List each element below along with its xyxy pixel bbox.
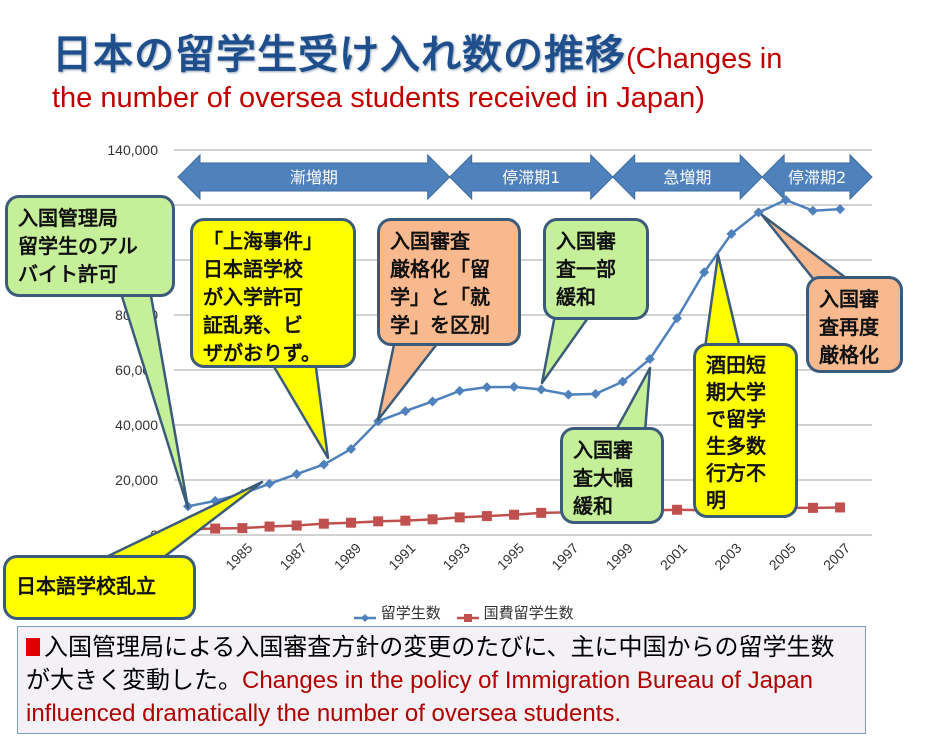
- callout-pointer: [376, 338, 442, 422]
- data-point: [617, 376, 628, 387]
- callout-arbeit-permit: 入国管理局 留学生のアル バイト許可: [5, 195, 175, 297]
- x-tick-label: 1997: [548, 540, 581, 573]
- data-point: [210, 523, 221, 534]
- data-point: [264, 478, 275, 489]
- data-point: [780, 195, 791, 206]
- legend-label-students: 留学生数: [380, 604, 441, 622]
- data-point: [699, 267, 710, 278]
- title-jp: 日本の留学生受け入れ数の推移: [52, 32, 626, 78]
- x-tick-label: 1999: [603, 540, 636, 573]
- data-point: [454, 512, 465, 523]
- data-point: [590, 388, 601, 399]
- x-tick-label: 2001: [657, 540, 690, 573]
- data-point: [509, 509, 520, 520]
- data-point: [807, 205, 818, 216]
- footer-note: 入国管理局による入国審査方針の変更のたびに、主に中国からの留学生数が大きく変動し…: [17, 626, 866, 734]
- callout-pointer: [268, 358, 330, 460]
- data-point: [291, 520, 302, 531]
- x-tick-label: 2007: [820, 540, 853, 573]
- legend-swatch-blue: [354, 609, 376, 622]
- callout-sakata-college: 酒田短 期大学 で留学 生多数 行方不 明: [693, 343, 798, 518]
- title-en-1: (Changes in: [626, 43, 783, 75]
- x-tick-label: 1985: [222, 540, 255, 573]
- data-point: [373, 416, 384, 427]
- period-arrow: [761, 153, 873, 201]
- callout-restrict-again: 入国審 査再度 厳格化: [806, 276, 903, 373]
- data-point: [835, 502, 846, 513]
- period-label: 停滞期1: [502, 168, 560, 187]
- data-point: [644, 353, 655, 364]
- callout-pointer: [703, 253, 742, 350]
- data-point: [237, 523, 248, 534]
- data-point: [563, 389, 574, 400]
- y-tick-label: 40,000: [115, 417, 158, 433]
- period-label: 停滞期2: [788, 168, 846, 187]
- legend-label-gov: 国費留学生数: [483, 604, 574, 622]
- data-point: [536, 384, 547, 395]
- x-tick-label: 2005: [766, 540, 799, 573]
- data-point: [481, 382, 492, 393]
- data-point: [726, 228, 737, 239]
- period-label: 急増期: [663, 168, 711, 187]
- red-square-bullet-icon: [26, 638, 40, 656]
- x-tick-label: 2003: [711, 540, 744, 573]
- legend-item-gov: 国費留学生数: [456, 602, 574, 623]
- legend: 留学生数 国費留学生数: [354, 602, 574, 623]
- x-tick-label: 1991: [385, 540, 418, 573]
- callout-pointer: [760, 213, 852, 283]
- data-point: [264, 521, 275, 532]
- callout-strict-screening: 入国審査 厳格化「留 学」と「就 学」を区別: [377, 218, 521, 346]
- data-point: [536, 507, 547, 518]
- callout-pointer: [540, 313, 592, 385]
- data-point: [427, 396, 438, 407]
- legend-item-students: 留学生数: [354, 602, 441, 623]
- data-point: [835, 204, 846, 215]
- data-point: [400, 406, 411, 417]
- legend-swatch-red: [456, 609, 479, 622]
- x-tick-label: 1987: [276, 540, 309, 573]
- data-point: [291, 469, 302, 480]
- chart-title: 日本の留学生受け入れ数の推移(Changes in: [52, 22, 782, 80]
- title-en-2: the number of oversea students received …: [52, 82, 705, 114]
- x-tick-label: 1989: [331, 540, 364, 573]
- data-point: [454, 385, 465, 396]
- footer-en: Changes in the policy of Immigration Bur…: [26, 667, 813, 727]
- callout-partial-relax: 入国審 査一部 緩和: [543, 218, 649, 320]
- data-point: [509, 381, 520, 392]
- data-point: [400, 515, 411, 526]
- callout-schools-proliferate: 日本語学校乱立: [3, 555, 196, 620]
- data-point: [346, 444, 357, 455]
- data-point: [318, 459, 329, 470]
- callout-major-relax: 入国審 査大幅 緩和: [560, 427, 664, 524]
- y-tick-label: 20,000: [115, 472, 158, 488]
- callout-shanghai-incident: 「上海事件」 日本語学校 が入学許可 証乱発、ビ ザがおりず。: [190, 218, 356, 368]
- data-point: [672, 313, 683, 324]
- data-point: [318, 518, 329, 529]
- data-point: [481, 511, 492, 522]
- data-point: [346, 517, 357, 528]
- x-tick-label: 1995: [494, 540, 527, 573]
- callout-pointer: [613, 366, 652, 434]
- data-point: [373, 516, 384, 527]
- footer-jp: 入国管理局による入国審査方針の変更のたびに、主に中国からの留学生数が大きく変動し…: [26, 634, 835, 694]
- period-label: 漸増期: [290, 168, 338, 187]
- x-tick-label: 1993: [439, 540, 472, 573]
- data-point: [672, 504, 683, 515]
- data-point: [427, 514, 438, 525]
- data-point: [807, 502, 818, 513]
- y-tick-label: 140,000: [107, 142, 158, 158]
